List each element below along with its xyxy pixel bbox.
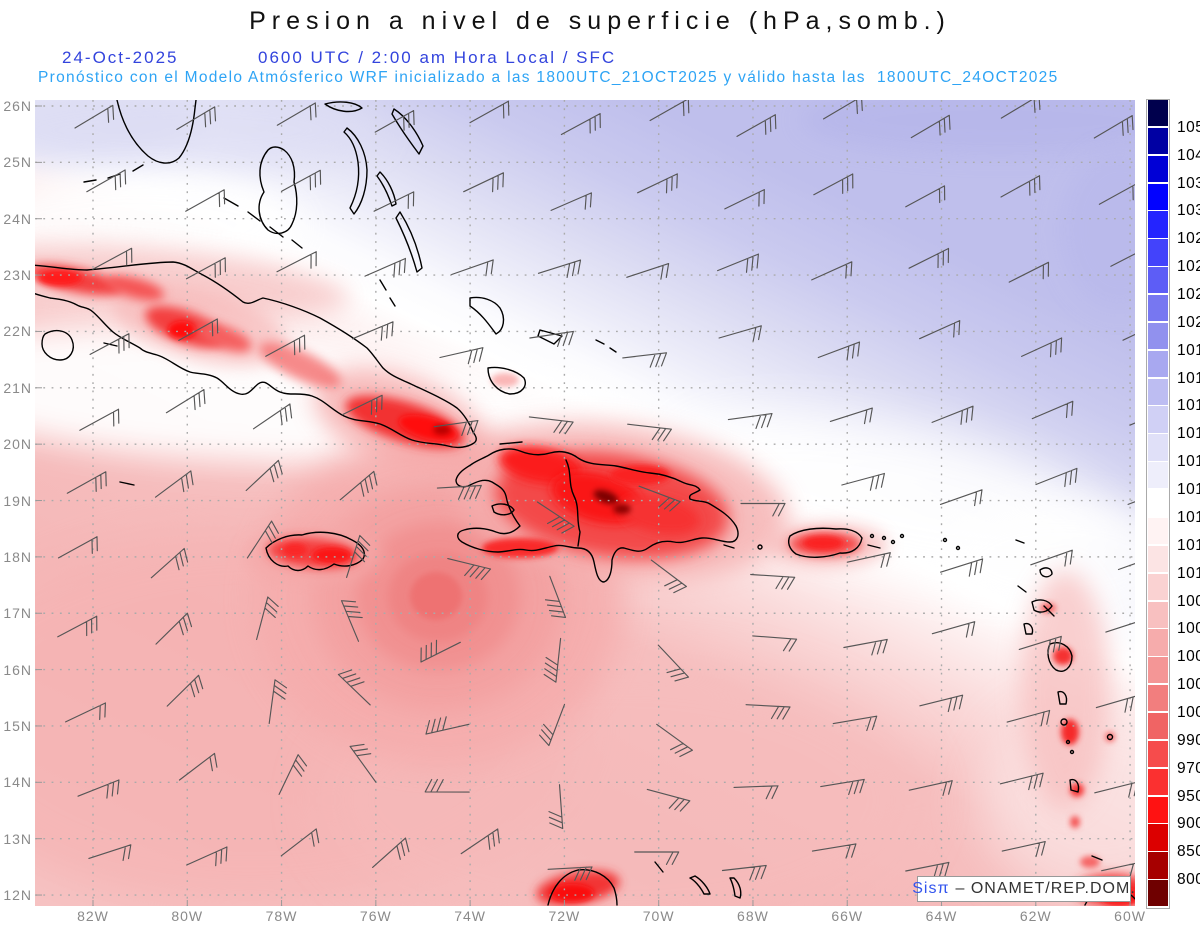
page-title: Presion a nivel de superficie (hPa,somb.… xyxy=(249,7,951,35)
lat-axis-label: 14N xyxy=(3,774,32,791)
colorbar-cell xyxy=(1148,657,1168,684)
colorbar-label: 900 xyxy=(1177,815,1200,833)
colorbar-label: 1004 xyxy=(1177,648,1200,666)
colorbar-cell xyxy=(1148,796,1168,823)
colorbar-label: 1006 xyxy=(1177,620,1200,638)
wind-barbs-layer xyxy=(57,100,1135,881)
colorbar-cell xyxy=(1148,545,1168,573)
colorbar-cell xyxy=(1148,155,1168,182)
lat-axis-label: 17N xyxy=(3,605,32,622)
colorbar-label: 1025 xyxy=(1177,258,1200,276)
colorbar-label: 1022 xyxy=(1177,286,1200,304)
colorbar-label: 1017 xyxy=(1177,397,1200,415)
colorbar-cell xyxy=(1148,127,1168,155)
lat-axis-label: 23N xyxy=(3,267,32,284)
lat-axis-label: 18N xyxy=(3,548,32,565)
colorbar-label: 1008 xyxy=(1177,592,1200,610)
colorbar-cell xyxy=(1148,211,1168,238)
colorbar-label: 1030 xyxy=(1177,202,1200,220)
lat-axis-label: 12N xyxy=(3,887,32,904)
lat-axis-label: 25N xyxy=(3,154,32,171)
lat-axis-label: 20N xyxy=(3,436,32,453)
colorbar-label: 1014 xyxy=(1177,481,1200,499)
colorbar-label: 1020 xyxy=(1177,313,1200,331)
lat-axis-label: 21N xyxy=(3,379,32,396)
colorbar-cell xyxy=(1148,100,1168,127)
colorbar-cell xyxy=(1148,685,1168,712)
lon-axis-label: 80W xyxy=(171,908,204,924)
colorbar-cell xyxy=(1148,406,1168,433)
colorbar-label: 1028 xyxy=(1177,230,1200,248)
lat-axis-label: 19N xyxy=(3,492,32,509)
lat-axis-label: 16N xyxy=(3,661,32,678)
lon-axis-label: 70W xyxy=(642,908,675,924)
colorbar-cell xyxy=(1148,239,1168,266)
colorbar-label: 1050 xyxy=(1177,118,1200,136)
colorbar-cell xyxy=(1148,462,1168,489)
forecast-date: 24-Oct-2025 xyxy=(62,48,179,67)
lon-axis-label: 74W xyxy=(454,908,486,924)
lon-axis-label: 64W xyxy=(925,908,958,924)
lat-axis-label: 24N xyxy=(3,210,32,227)
colorbar-cell xyxy=(1148,629,1168,656)
lat-axis-label: 13N xyxy=(3,830,32,847)
colorbar-label: 1018 xyxy=(1177,369,1200,387)
colorbar-cell xyxy=(1148,267,1168,294)
colorbar-label: 1012 xyxy=(1177,536,1200,554)
colorbar-cell xyxy=(1148,852,1168,879)
coastlines-layer xyxy=(35,100,1135,906)
lon-axis-label: 76W xyxy=(359,908,392,924)
colorbar-cell xyxy=(1148,434,1168,461)
colorbar-cell xyxy=(1148,183,1168,210)
colorbar-label: 1040 xyxy=(1177,146,1200,164)
colorbar-label: 800 xyxy=(1177,871,1200,889)
lon-axis-label: 72W xyxy=(548,908,581,924)
lon-axis-label: 68W xyxy=(737,908,769,924)
colorbar-label: 950 xyxy=(1177,787,1200,805)
colorbar-cell xyxy=(1148,322,1168,350)
colorbar-label: 1013 xyxy=(1177,508,1200,526)
lat-axis-label: 15N xyxy=(3,717,32,734)
colorbar-label: 990 xyxy=(1177,731,1200,749)
colorbar-cell xyxy=(1148,573,1168,600)
colorbar-label: 970 xyxy=(1177,759,1200,777)
credit-org: – ONAMET/REP.DOM. xyxy=(955,880,1136,897)
colorbar-cell xyxy=(1148,880,1168,907)
colorbar-label: 1035 xyxy=(1177,174,1200,192)
colorbar-label: 1019 xyxy=(1177,341,1200,359)
pressure-field-layer xyxy=(35,100,1135,906)
colorbar-cell xyxy=(1148,517,1168,545)
colorbar-cell xyxy=(1148,824,1168,851)
colorbar-cell xyxy=(1148,740,1168,768)
lon-axis-label: 78W xyxy=(265,908,298,924)
credit-box: Sisπ – ONAMET/REP.DOM. xyxy=(912,876,1135,902)
colorbar-cell xyxy=(1148,712,1168,740)
colorbar-label: 1016 xyxy=(1177,425,1200,443)
lon-axis-label: 62W xyxy=(1019,908,1052,924)
forecast-model-note: Pronóstico con el Modelo Atmósferico WRF… xyxy=(38,69,1059,86)
lon-axis-label: 66W xyxy=(831,908,864,924)
colorbar-label: 1002 xyxy=(1177,676,1200,694)
credit-brand: Sisπ xyxy=(912,880,950,897)
colorbar-cell xyxy=(1148,378,1168,405)
colorbar-label: 1000 xyxy=(1177,703,1200,721)
colorbar-cell xyxy=(1148,768,1168,795)
forecast-time-info: 0600 UTC / 2:00 am Hora Local / SFC xyxy=(258,48,617,67)
lon-axis-label: 82W xyxy=(77,908,109,924)
colorbar-label: 1015 xyxy=(1177,453,1200,471)
colorbar-cell xyxy=(1148,601,1168,628)
colorbar-cell xyxy=(1148,295,1168,322)
gridlines-layer xyxy=(35,100,1135,906)
lon-axis-label: 60W xyxy=(1114,908,1146,924)
colorbar-cell xyxy=(1148,490,1168,517)
lat-axis-label: 22N xyxy=(3,323,32,340)
colorbar-cell xyxy=(1148,350,1168,377)
colorbar-label: 850 xyxy=(1177,843,1200,861)
lat-axis-label: 26N xyxy=(3,98,32,114)
